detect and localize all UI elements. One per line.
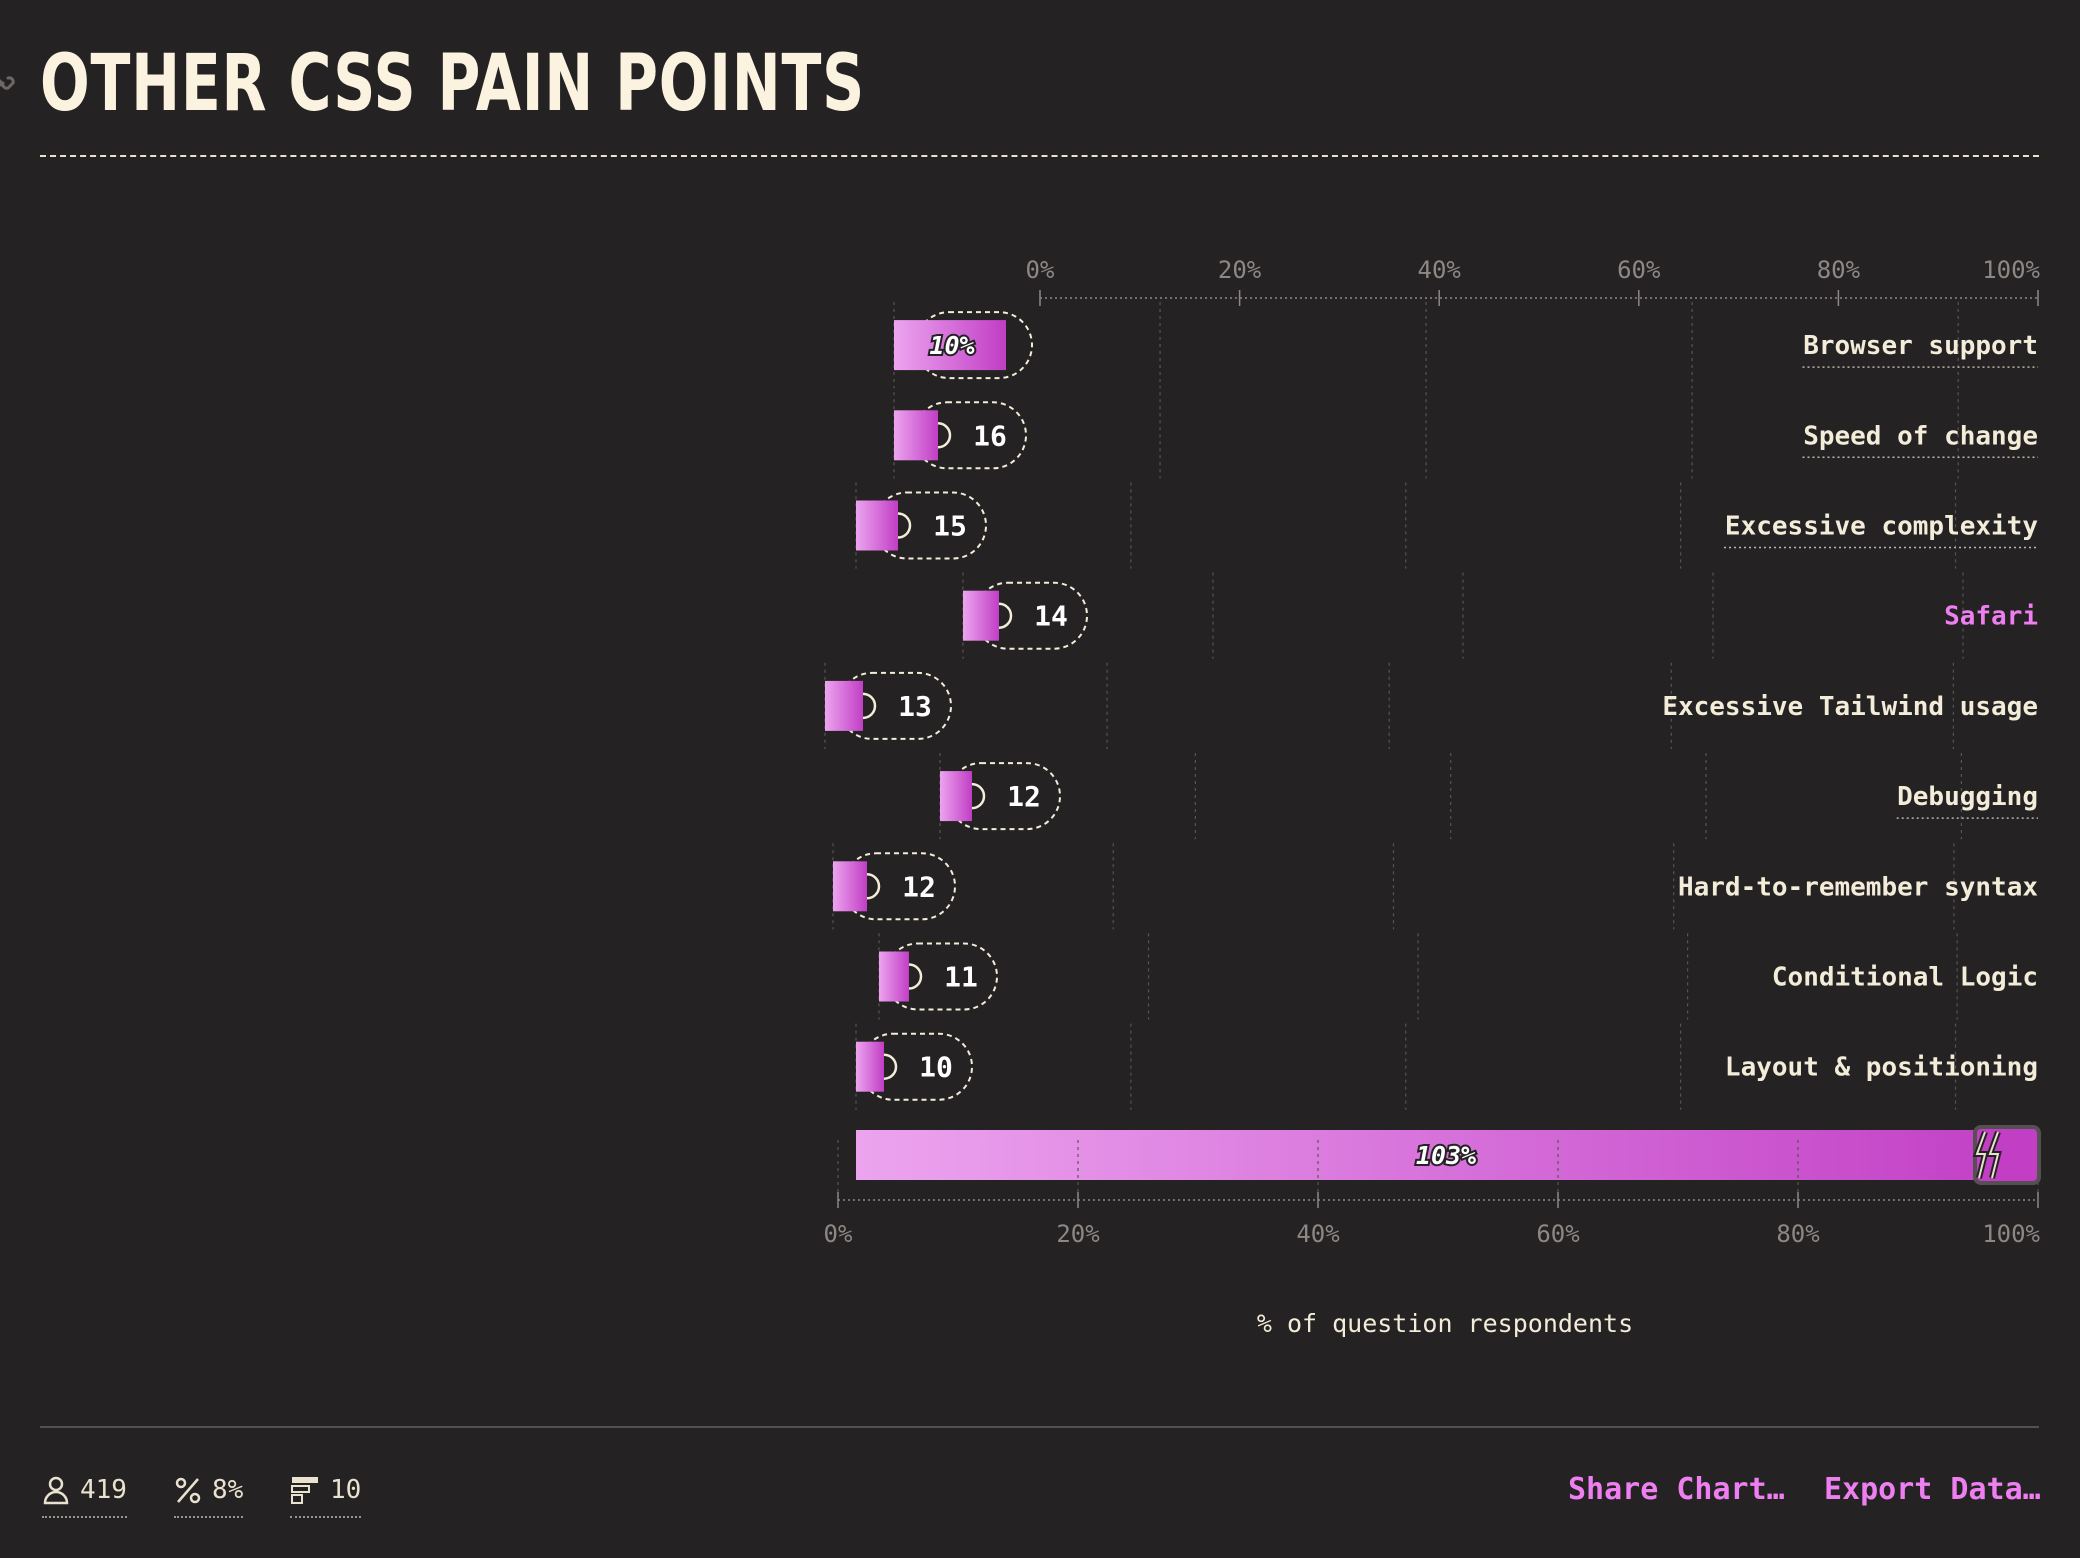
respondents-count: 419 (80, 1475, 127, 1505)
bar (894, 410, 938, 461)
bar-row: Excessive Tailwind usage 13 (824, 662, 2038, 749)
bottom-axis-tick-label: 20% (1056, 1220, 1100, 1248)
overflow-break-icon-highlight (1975, 1131, 2000, 1179)
share-chart-button[interactable]: Share Chart… (1568, 1472, 1785, 1507)
bar-row: Speed of change 16 (893, 392, 2038, 479)
bar-row: Excessive complexity 15 (855, 482, 2038, 569)
bottom-axis-tick-label: 40% (1296, 1220, 1340, 1248)
footer-divider (40, 1426, 2039, 1428)
items-count: 10 (330, 1475, 362, 1505)
title-divider (40, 155, 2039, 157)
bar (825, 680, 863, 731)
category-label: Browser support (1803, 331, 2038, 361)
bar (940, 771, 972, 822)
category-label: Excessive Tailwind usage (1662, 692, 2038, 722)
bar (963, 590, 999, 641)
bar-count-label: 12 (1007, 780, 1041, 813)
bottom-axis-tick-label: 80% (1776, 1220, 1820, 1248)
x-axis-title: % of question respondents (1257, 1309, 1633, 1338)
bottom-axis-tick-label: 60% (1536, 1220, 1580, 1248)
category-label: Excessive complexity (1725, 512, 2038, 542)
top-axis-tick-label: 0% (1026, 256, 1055, 284)
top-axis-tick-label: 60% (1617, 256, 1661, 284)
bar (894, 320, 1006, 371)
bar-chart: 0% 20% 40% 60% 80% 100% Browser support10%Spe… (824, 256, 2041, 1338)
percent-stat[interactable]: 8% (174, 1468, 244, 1518)
page-title: OTHER CSS PAIN POINTS (40, 39, 865, 129)
user-icon (43, 1476, 69, 1505)
bar-count-label: 13 (898, 690, 932, 723)
bottom-axis-tick-label: 100% (1982, 1220, 2040, 1248)
bar-count-label: 10 (919, 1051, 953, 1084)
total-bar-label: 103% (1416, 1141, 1476, 1170)
bar (856, 500, 898, 551)
bar-count-label: 11 (944, 961, 978, 994)
top-axis-tick-label: 40% (1418, 256, 1462, 284)
bar-count-label: 12 (902, 870, 936, 903)
category-label: Speed of change (1803, 421, 2038, 451)
items-stat[interactable]: 10 (290, 1468, 362, 1518)
category-label: Hard-to-remember syntax (1678, 872, 2038, 902)
top-axis-tick-label: 100% (1982, 256, 2040, 284)
category-label: Layout & positioning (1725, 1053, 2038, 1083)
category-label: Conditional Logic (1772, 963, 2038, 993)
bar-row: Conditional Logic 11 (878, 933, 2038, 1020)
total-bar (856, 1130, 2038, 1180)
bar-row: Safari 14 (962, 572, 2038, 659)
top-axis-tick-label: 20% (1218, 256, 1262, 284)
respondents-stat[interactable]: 419 (42, 1468, 127, 1518)
bar-row: Layout & positioning 10 (855, 1023, 2038, 1110)
bottom-axis-tick-label: 0% (824, 1220, 853, 1248)
bar-row: Browser support 10% (893, 302, 2038, 389)
percent-value: 8% (212, 1475, 244, 1505)
bar-row: Debugging 12 (939, 753, 2038, 840)
bar-percent-label: 10% (929, 331, 974, 360)
export-data-button[interactable]: Export Data… (1824, 1472, 2041, 1507)
bar-row: Hard-to-remember syntax 12 (832, 843, 2038, 930)
top-axis-tick-label: 80% (1817, 256, 1861, 284)
category-label: Debugging (1897, 782, 2038, 812)
category-label: Safari (1944, 602, 2038, 632)
bar (833, 861, 867, 912)
bar (856, 1041, 884, 1092)
bar-count-label: 15 (933, 510, 967, 543)
chart-bars-icon (291, 1477, 318, 1504)
bar (879, 951, 909, 1002)
link-icon[interactable] (0, 70, 16, 98)
bar-count-label: 16 (973, 419, 1007, 452)
bar-count-label: 14 (1034, 600, 1068, 633)
percent-icon (175, 1477, 201, 1504)
